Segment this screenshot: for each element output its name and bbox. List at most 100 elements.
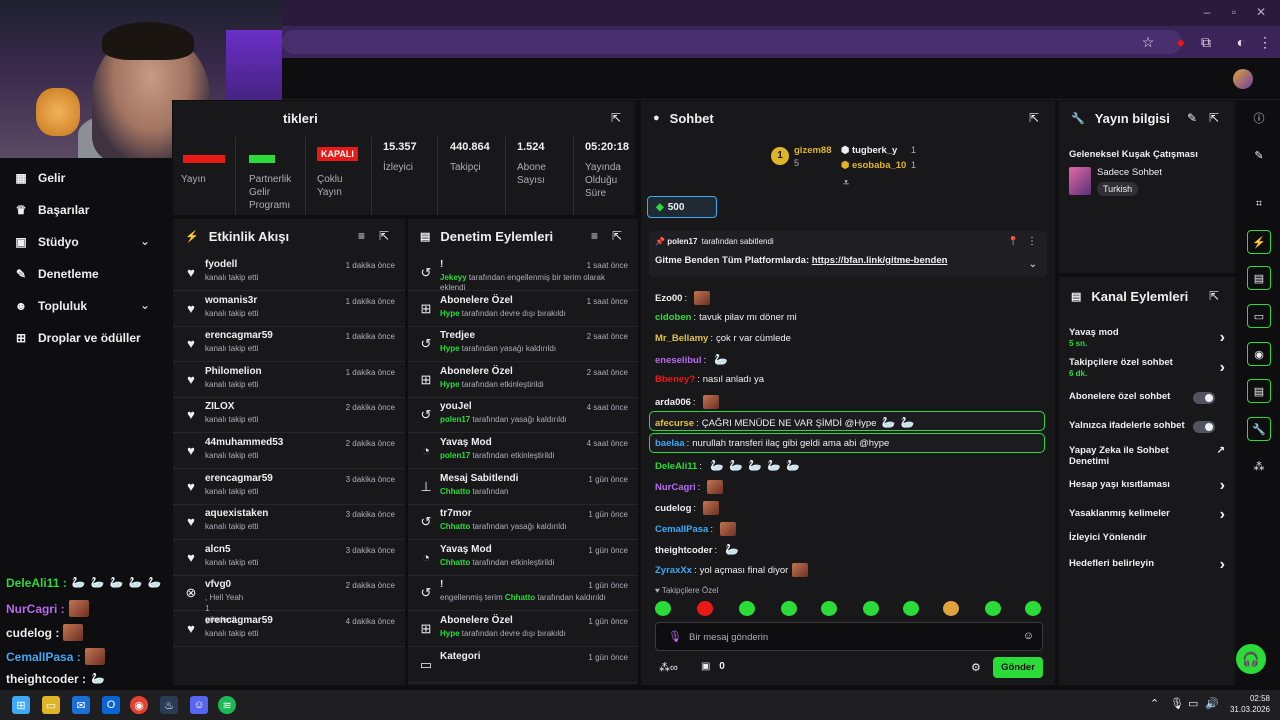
support-chat-button[interactable]: 🎧 (1236, 644, 1266, 674)
activity-row[interactable]: ⊗ vfvg0 , Hell Yeah 2 dakika önce 1 gönderdi (173, 575, 405, 624)
filter-icon[interactable]: ≡ (357, 229, 365, 243)
file-explorer-icon[interactable]: ▭ (42, 696, 60, 714)
nav-item-denetleme[interactable]: ✎ Denetleme (14, 264, 99, 284)
volume-icon[interactable]: 🔊 (1205, 698, 1219, 710)
mod-action-row[interactable]: ↺ tr7mor Chhatto tarafından yasağı kaldırı… (408, 504, 638, 541)
emote-suggestion[interactable] (863, 601, 879, 616)
chat-username[interactable]: baelaa (655, 438, 685, 449)
activity-user[interactable]: womanis3r (205, 294, 258, 306)
category-box-art[interactable] (1069, 167, 1091, 195)
chat-username[interactable]: ZyraxXx (655, 564, 692, 576)
channel-actions-icon[interactable]: ▤ (1247, 379, 1271, 403)
nav-item-droplar[interactable]: ⊞ Droplar ve ödüller (14, 328, 141, 348)
chat-username[interactable]: afecurse (655, 417, 695, 429)
mod-action-row[interactable]: ⊞ Abonelere Özel Hype tarafından etkinleşt… (408, 362, 638, 398)
mod-action-user[interactable]: Hype (440, 629, 460, 638)
channel-action-row[interactable]: Yasaklanmış kelimeler › (1069, 506, 1227, 523)
clock-date[interactable]: 31.03.2026 (1229, 705, 1270, 714)
mod-action-row[interactable]: ⊞ Abonelere Özel Hype tarafından devre dış… (408, 611, 638, 647)
activity-user[interactable]: ZILOX (205, 401, 235, 413)
chevron-right-icon[interactable]: › (1219, 477, 1225, 494)
profile-icon[interactable]: ◐ (1236, 34, 1246, 50)
microphone-icon[interactable]: 🎙 (1170, 698, 1184, 710)
channel-action-row[interactable]: Hesap yaşı kısıtlaması › (1069, 477, 1227, 494)
network-icon[interactable]: ▭ (1188, 698, 1199, 710)
mod-action-row[interactable]: ◔ Yavaş Mod Chhatto tarafından etkinleştir… (408, 540, 638, 576)
nav-item-gelir[interactable]: ▦ Gelir (14, 168, 65, 188)
nav-item-basarilar[interactable]: ♛ Başarılar (14, 200, 90, 220)
microphone-icon[interactable]: 🎙 (668, 631, 682, 643)
emote-suggestion[interactable] (739, 601, 755, 616)
popout-icon[interactable]: ⇱ (1208, 111, 1219, 125)
bolt-icon[interactable]: ⚡ (1247, 230, 1271, 254)
popout-icon[interactable]: ⇱ (1028, 111, 1039, 125)
leader-name[interactable]: ⬢ esobaba_10 (841, 160, 907, 171)
mod-action-user[interactable]: Jekeyy (440, 273, 467, 282)
emote-suggestion[interactable] (903, 601, 919, 616)
edit-icon[interactable]: ✎ (1186, 111, 1197, 125)
chevron-down-icon[interactable]: ⌄ (140, 298, 151, 312)
emote-suggestion[interactable] (655, 601, 671, 616)
chat-username[interactable]: CemalIPasa (655, 523, 709, 535)
activity-row[interactable]: ♥ alcn5 kanalı takip etti 3 dakika önce (173, 540, 405, 576)
pin-icon[interactable]: 📍 (1007, 236, 1019, 246)
channel-action-row[interactable]: Yavaş mod 5 sn. › (1069, 327, 1227, 349)
chat-username[interactable]: Bbeney? (655, 374, 696, 385)
chevron-right-icon[interactable]: › (1219, 506, 1225, 523)
chat-username[interactable]: NurCagri (655, 481, 696, 493)
stream-category[interactable]: Sadece Sohbet (1097, 167, 1162, 178)
chevron-down-icon[interactable]: ⌄ (1028, 259, 1037, 270)
emote-suggestion[interactable] (1025, 601, 1041, 616)
activity-row[interactable]: ♥ aquexistaken kanalı takip etti 3 dakika ö… (173, 504, 405, 541)
channel-points-box[interactable]: ◆ 500 (647, 196, 717, 218)
activity-user[interactable]: fyodell (205, 259, 238, 270)
emote-suggestion[interactable] (781, 601, 797, 616)
activity-row[interactable]: ♥ 44muhammed53 kanalı takip etti 2 dakika ö… (173, 433, 405, 469)
mod-action-row[interactable]: ↺ Tredjee Hype tarafından yasağı kaldırıld… (408, 326, 638, 363)
mod-action-row[interactable]: ↺! engellenmiş terim Chhatto tarafından k… (408, 575, 638, 612)
mod-action-user[interactable]: Chhatto (504, 593, 536, 603)
chrome-icon[interactable]: ◉ (130, 696, 148, 714)
filter-icon[interactable]: ≡ (590, 229, 598, 243)
windows-start-icon[interactable]: ⊞ (12, 696, 30, 714)
activity-row[interactable]: ♥ ZILOX kanalı takip etti 2 dakika önce (173, 397, 405, 434)
emote-picker-icon[interactable]: ☺ (1022, 630, 1034, 642)
more-options-icon[interactable]: ⋮ (1027, 236, 1037, 247)
toggle-switch[interactable] (1193, 392, 1215, 404)
community-icon[interactable]: ⁂∞ (659, 662, 678, 674)
clock-time[interactable]: 02:58 (1249, 694, 1270, 703)
activity-user[interactable]: erencagmar59 (205, 330, 273, 342)
activity-user[interactable]: 44muhammed53 (205, 437, 284, 448)
outlook-icon[interactable]: O (102, 696, 120, 714)
channel-action-row[interactable]: Abonelere özel sohbet (1069, 391, 1227, 404)
chat-input[interactable]: 🎙 Bir mesaj gönderin ☺ (655, 622, 1043, 651)
emote-suggestion[interactable] (697, 601, 713, 616)
channel-action-row[interactable]: Yapay Zeka ile Sohbet Denetimi ↗ (1069, 445, 1227, 467)
emote-suggestion[interactable] (821, 601, 837, 616)
popout-icon[interactable]: ⇱ (610, 111, 621, 125)
spotify-icon[interactable]: ≋ (218, 696, 236, 714)
activity-row[interactable]: ♥ womanis3r kanalı takip etti 1 dakika önce (173, 291, 405, 327)
chat-username[interactable]: cidoben (655, 312, 692, 323)
mod-action-row[interactable]: ↺ youJel polen17 tarafından yasağı kaldırı… (408, 397, 638, 434)
clip-icon[interactable]: ⌗ (1255, 197, 1263, 210)
chat-username[interactable]: cudelog (655, 502, 692, 514)
mod-action-user[interactable]: polen17 (440, 415, 471, 425)
activity-row[interactable]: ♥ erencagmar59 kanalı takip etti 3 dakika ö… (173, 469, 405, 505)
activity-user[interactable]: erencagmar59 (205, 472, 273, 484)
chevron-right-icon[interactable]: › (1219, 329, 1225, 346)
activity-row[interactable]: ♥ Philomelion kanalı takip etti 1 dakika ön… (173, 362, 405, 398)
browser-menu-icon[interactable]: ⋮ (1258, 34, 1272, 50)
external-link-icon[interactable]: ↗ (1216, 445, 1225, 456)
activity-row[interactable]: ♥ erencagmar59 kanalı takip etti 1 dakika ö… (173, 326, 405, 363)
nav-item-studyo[interactable]: ▣ Stüdyo (14, 232, 78, 252)
mod-action-row[interactable]: ⊥ Mesaj Sabitlendi Chhatto tarafından 1 gün… (408, 469, 638, 505)
mod-action-row[interactable]: ⊞ Abonelere Özel Hype tarafından devre dış… (408, 291, 638, 327)
channel-action-row[interactable]: Takipçilere özel sohbet 6 dk. › (1069, 357, 1227, 379)
channel-action-row[interactable]: Hedefleri belirleyin › (1069, 556, 1227, 573)
pinned-link[interactable]: https://bfan.link/gitme-benden (811, 255, 948, 266)
restore-icon[interactable]: ▫ (1231, 5, 1237, 19)
chat-username[interactable]: arda006 (655, 396, 691, 408)
user-avatar[interactable] (1233, 69, 1253, 89)
tray-chevron-icon[interactable]: ⌃ (1150, 698, 1160, 710)
